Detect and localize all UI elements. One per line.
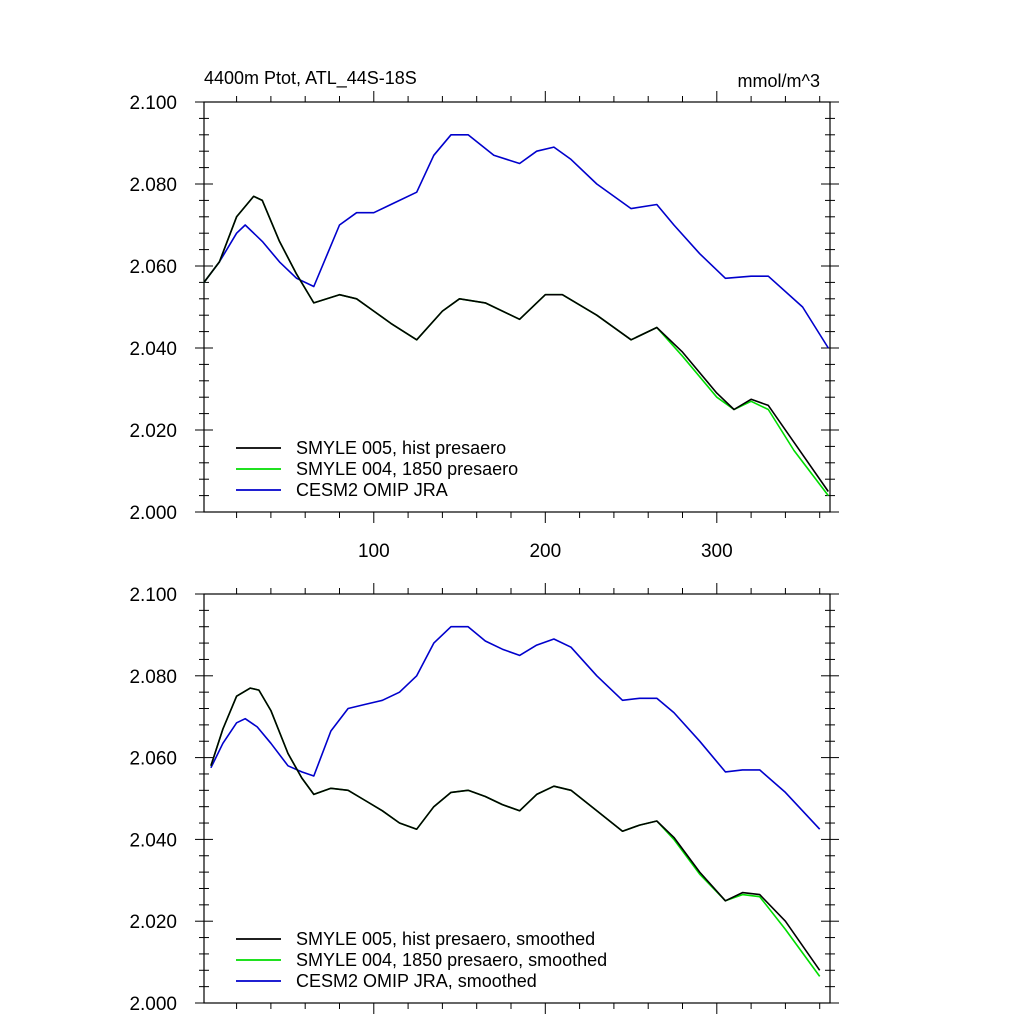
legend-label: CESM2 OMIP JRA [296, 480, 448, 500]
series-line-3 [203, 134, 829, 349]
x-tick-label: 100 [358, 541, 390, 562]
plot-frame [203, 593, 831, 1004]
y-tick-label: 2.000 [129, 503, 177, 524]
y-tick-label: 2.100 [129, 585, 177, 606]
y-tick-label: 2.080 [129, 175, 177, 196]
legend-label: SMYLE 004, 1850 presaero [296, 459, 518, 479]
legend-label: SMYLE 005, hist presaero [296, 438, 506, 458]
top-panel: 2.000 2.020 2.040 2.060 2.080 2.100 100 200 300 S… [129, 91, 839, 562]
series-line-1 [210, 687, 821, 971]
series-line-1 [203, 195, 829, 492]
y-tick-label: 2.100 [129, 93, 177, 114]
y-tick-label: 2.020 [129, 421, 177, 442]
y-tick-label: 2.060 [129, 749, 177, 770]
y-tick-label: 2.080 [129, 667, 177, 688]
legend-label: SMYLE 005, hist presaero, smoothed [296, 929, 595, 949]
plot-frame [203, 101, 831, 513]
figure-title: 4400m Ptot, ATL_44S-18S [204, 68, 417, 89]
y-tick-label: 2.020 [129, 912, 177, 933]
y-tick-label: 2.060 [129, 257, 177, 278]
legend-label: SMYLE 004, 1850 presaero, smoothed [296, 950, 607, 970]
y-tick-label: 2.000 [129, 994, 177, 1015]
y-tick-label: 2.040 [129, 830, 177, 851]
figure-units: mmol/m^3 [738, 71, 820, 91]
series-line-3 [210, 625, 821, 830]
x-tick-label: 300 [701, 541, 733, 562]
bottom-panel: 2.000 2.020 2.040 2.060 2.080 2.100 SMYLE 005,… [129, 583, 839, 1015]
x-tick-label: 200 [529, 541, 561, 562]
legend-label: CESM2 OMIP JRA, smoothed [296, 971, 537, 991]
y-tick-label: 2.040 [129, 339, 177, 360]
